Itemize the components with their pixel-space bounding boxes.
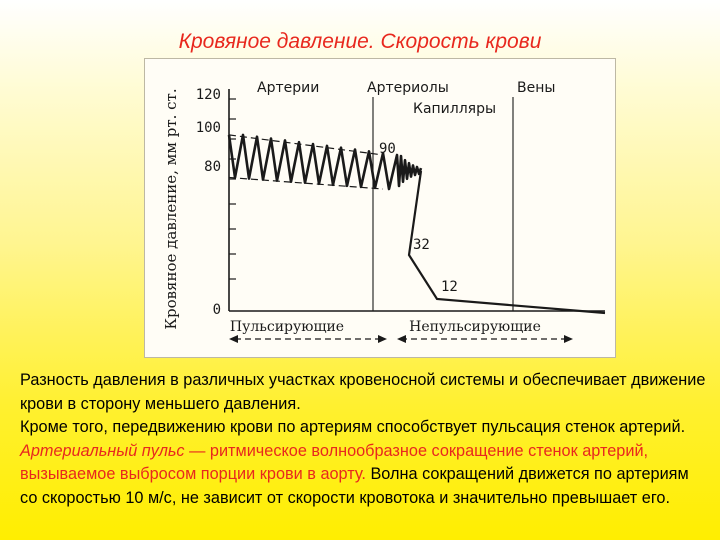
description-text: Разность давления в различных участках к… — [20, 369, 710, 511]
pulse-definition: — ритмическое волнообразное сокращение с… — [20, 441, 649, 484]
region-label-2: Артериолы — [367, 80, 449, 96]
y-tick-labels: 120 100 80 0 — [196, 87, 221, 318]
paragraph-pressure-difference: Разность давления в различных участках к… — [20, 371, 706, 413]
region-label-3: Капилляры — [413, 101, 496, 117]
pressure-value-label: 12 — [441, 279, 458, 295]
pressure-chart: Кровяное давление, мм рт. ст. 120 100 80 0 … — [144, 58, 616, 358]
paragraph-pulse: Кроме того, передвижению крови по артери… — [20, 416, 710, 510]
non-pulsatile-label: Непульсирующие — [409, 319, 541, 335]
pressure-chart-svg: Кровяное давление, мм рт. ст. 120100800 … — [162, 80, 606, 343]
region-labels: Артерии Артериолы Капилляры Вены — [257, 80, 555, 117]
chart-marks: 90 32 12 — [227, 89, 606, 343]
slide-title: Кровяное давление. Скорость крови — [178, 30, 542, 53]
pulse-wave — [227, 133, 423, 191]
non-pulsatile-arrow-left — [397, 335, 406, 343]
y-tick-label: 0 — [213, 302, 221, 318]
systolic-envelope — [228, 134, 384, 156]
pulsatile-label: Пульсирующие — [230, 319, 344, 335]
mean-pressure-line — [407, 170, 606, 315]
pulsatile-arrow-right — [378, 335, 387, 343]
y-axis-label: Кровяное давление, мм рт. ст. — [162, 88, 180, 329]
region-label-1: Артерии — [257, 80, 319, 96]
pressure-value-label: 32 — [413, 237, 430, 253]
pulse-term: Артериальный пульс — [20, 441, 185, 460]
pulsatile-arrow-left — [229, 335, 238, 343]
non-pulsatile-arrow-right — [564, 335, 573, 343]
pulse-intro: Кроме того, передвижению крови по артери… — [20, 418, 686, 437]
y-tick-label: 120 — [196, 87, 221, 103]
pressure-value-label: 90 — [379, 141, 396, 157]
region-label-4: Вены — [517, 80, 555, 96]
pulse-wave-speed: Волна сокращений движется по артериям со… — [20, 465, 689, 507]
y-tick-label: 100 — [196, 120, 221, 136]
y-tick-label: 80 — [204, 159, 221, 175]
